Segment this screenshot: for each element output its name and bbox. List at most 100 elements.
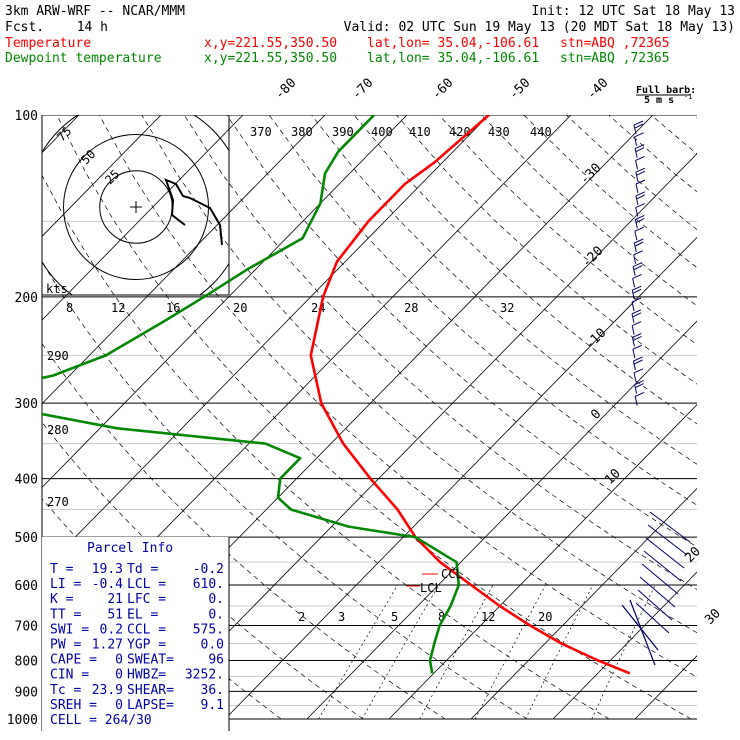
ccl-marker: CCL (422, 567, 463, 581)
pressure-tick-label: 300 (15, 397, 38, 412)
wind-barb-staff (634, 396, 638, 406)
theta-left-label: 290 (47, 349, 69, 363)
isotherm-label: -80 (272, 76, 299, 103)
wind-barb-staff (635, 172, 639, 182)
isotherm-line (42, 115, 162, 237)
forecast-hour: 14 h (77, 20, 108, 35)
wind-barb-staff (631, 290, 635, 300)
lcl-marker: LCL (406, 581, 442, 595)
wind-barb-staff (632, 360, 636, 371)
wind-barb-staff (632, 349, 636, 359)
legend-dewpoint-stn: stn=ABQ ,72365 (560, 51, 670, 66)
wind-barb-staff (647, 524, 688, 556)
dry-adiabat-line (183, 115, 697, 590)
dry-adiabat-line (56, 115, 692, 720)
model-title: 3km ARW-WRF -- NCAR/MMM (5, 4, 185, 19)
wind-barb-staff (634, 384, 638, 394)
wind-barb-flag (633, 250, 643, 256)
isotherm-label: -70 (349, 76, 376, 103)
wind-barb-flag (634, 238, 644, 244)
isotherm-line (224, 236, 697, 720)
theta-label: 440 (530, 125, 552, 139)
parcel-info-cell: EL = (127, 607, 158, 622)
wind-barb-flag (635, 179, 646, 185)
isotherm-label: -10 (582, 326, 609, 353)
parcel-info-cell: 96 (208, 653, 224, 668)
dry-adiabat-line (226, 115, 697, 548)
wind-barb-flag (631, 297, 642, 303)
mixing-ratio-label: 2 (298, 610, 305, 624)
parcel-info-cell: 0.0 (201, 638, 224, 653)
parcel-info-cell: CAPE = (50, 653, 97, 668)
mixing-ratio-line (318, 584, 398, 720)
wind-barb-staff (635, 207, 639, 217)
parcel-info-cell: CCL = (127, 622, 166, 637)
hodograph-units: kts (46, 282, 68, 296)
parcel-info-cell: 0 (115, 668, 123, 683)
wind-legend-line1: Full barb: (636, 85, 696, 96)
parcel-info-cell: CELL = 264/30 (50, 713, 152, 728)
parcel-info-cell: LAPSE= (127, 698, 174, 713)
pressure-tick-label: 400 (15, 473, 38, 488)
wind-barb-flag (632, 332, 642, 338)
mixing-ratio-line (525, 584, 594, 720)
parcel-info-cell: CIN = (50, 668, 89, 683)
wind-barb-flag (636, 170, 646, 176)
wind-barb-flag (633, 335, 642, 341)
parcel-info-cell: SWEAT= (127, 653, 174, 668)
parcel-info-cell: K = (50, 592, 74, 607)
parcel-info-cell: LI = (50, 577, 81, 592)
mixing-ratio-line (591, 584, 656, 720)
isotherm-label: -20 (579, 244, 606, 271)
wind-barb-flag (632, 344, 643, 350)
temperature-line (309, 115, 631, 675)
wind-barb-staff (634, 148, 638, 158)
legend-temperature-latlon: lat,lon= 35.04,-106.61 (367, 36, 539, 51)
parcel-info-cell: SREH = (50, 698, 97, 713)
isotherm-line (42, 115, 490, 572)
wind-barb-flag (632, 273, 642, 279)
theta-e-label: 28 (404, 301, 418, 315)
hodograph-trace (164, 178, 223, 246)
parcel-info-title: Parcel Info (87, 541, 173, 556)
parcel-info-cell: YGP = (127, 638, 166, 653)
theta-left-label: 270 (47, 495, 69, 509)
dry-adiabat-line (42, 421, 364, 720)
wind-barb-staff (639, 576, 676, 608)
legend-temperature: Temperature x,y=221.55,350.50 lat,lon= 3… (5, 36, 670, 51)
parcel-info-cell: 21 (107, 592, 123, 607)
theta-e-label: 32 (500, 301, 514, 315)
parcel-info-cell: 23.9 (92, 683, 123, 698)
parcel-info-cell: -0.2 (193, 562, 224, 577)
dry-adiabat-line (268, 115, 697, 506)
dry-adiabat-line (311, 115, 697, 465)
wind-barb-staff (632, 266, 636, 276)
parcel-info-cell: 36. (201, 683, 224, 698)
wind-barb-staff (631, 313, 635, 323)
wind-barb-staff (634, 219, 638, 229)
pressure-tick-label: 700 (15, 619, 38, 634)
wind-barb-flag (635, 203, 645, 209)
legend-dewpoint-name: Dewpoint temperature (5, 51, 162, 66)
isotherm-line (388, 404, 697, 720)
isotherm-line (42, 115, 244, 321)
theta-label: 400 (371, 125, 393, 139)
wind-barb-staff (631, 325, 635, 335)
isotherm-label: 10 (602, 466, 624, 488)
parcel-info-cell: 9.1 (201, 698, 224, 713)
wind-barb-staff (631, 337, 635, 347)
mixing-ratio-line (474, 584, 546, 720)
legend-dewpoint: Dewpoint temperature x,y=221.55,350.50 l… (5, 51, 670, 66)
parcel-info-cell: TT = (50, 607, 81, 622)
wind-barb-flag (633, 288, 642, 294)
dry-adiabat-line (42, 174, 610, 720)
parcel-info-cell: -0.4 (92, 577, 123, 592)
wind-barb-staff (637, 589, 673, 621)
wind-barb-staff (643, 550, 682, 582)
mixing-ratio-label: 8 (438, 610, 445, 624)
wind-legend-line2: 5 m s (644, 95, 674, 106)
pressure-tick-label: 1000 (7, 713, 38, 728)
parcel-info-box: Parcel Info T = 19.3 Td = -0.2 LI = -0.4 LCL =… (42, 537, 230, 731)
